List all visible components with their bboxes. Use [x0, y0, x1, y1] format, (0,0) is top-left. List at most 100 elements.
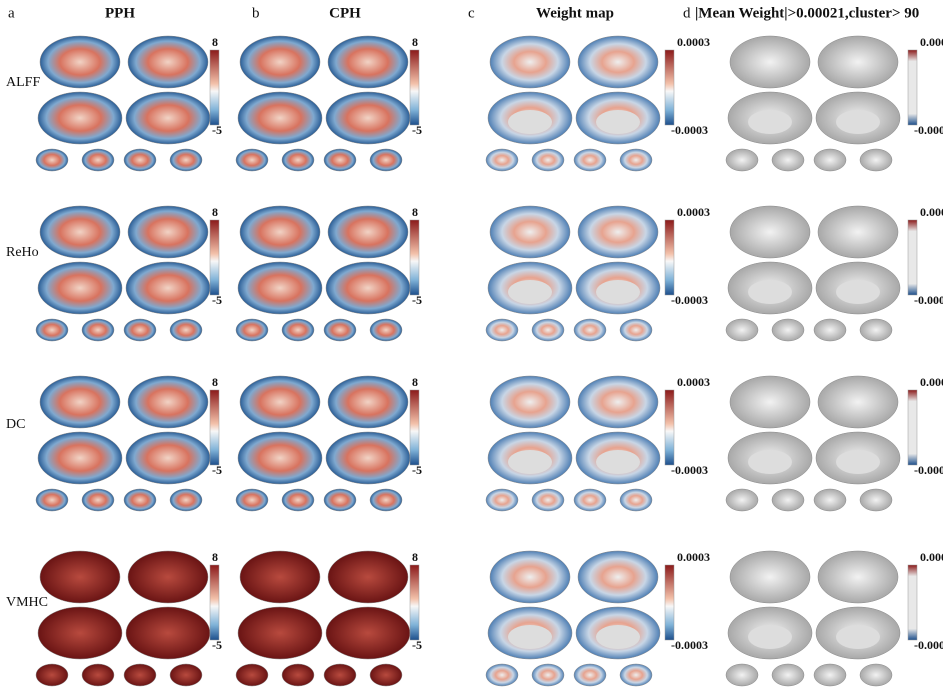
cerebellum-view [235, 663, 269, 687]
brain-view [37, 91, 123, 145]
panel-title: PPH [105, 5, 135, 21]
cerebellum-view [859, 663, 893, 687]
brain-view [239, 205, 321, 259]
colorbar-max: 0.0003 [920, 35, 943, 49]
brain-view [237, 261, 323, 315]
brain-view [127, 550, 209, 604]
colorbar-max: 8 [412, 35, 418, 49]
colorbar-min: -5 [212, 463, 222, 477]
cerebellum-view [281, 488, 315, 512]
medial-wall [748, 450, 792, 474]
medial-wall [836, 280, 880, 304]
colorbar-max: 8 [212, 375, 218, 389]
brain-view [39, 375, 121, 429]
brain-view [127, 205, 209, 259]
cerebellum-view [123, 663, 157, 687]
colorbar-min: -0.0003 [914, 123, 943, 137]
cerebellum-view [813, 148, 847, 172]
cerebellum-view [369, 488, 403, 512]
brain-view [489, 375, 571, 429]
cerebellum-view [281, 148, 315, 172]
cerebellum-view [235, 148, 269, 172]
medial-wall [836, 110, 880, 134]
cerebellum-view [573, 148, 607, 172]
medial-wall [836, 625, 880, 649]
cerebellum-view [531, 488, 565, 512]
brain-view [577, 205, 659, 259]
colorbar-max: 0.0003 [677, 205, 710, 219]
cerebellum-view [771, 663, 805, 687]
cerebellum-view [619, 318, 653, 342]
colorbar-max: 0.0003 [920, 550, 943, 564]
cerebellum-view [725, 318, 759, 342]
colorbar-min: -0.0003 [671, 638, 708, 652]
cerebellum-view [771, 488, 805, 512]
brain-view [327, 35, 409, 89]
medial-wall [508, 450, 552, 474]
colorbar [209, 219, 220, 296]
colorbar-max: 0.0003 [920, 375, 943, 389]
colorbar [209, 564, 220, 641]
cerebellum-view [619, 488, 653, 512]
cerebellum-view [485, 663, 519, 687]
brain-view [239, 375, 321, 429]
brain-view [577, 35, 659, 89]
brain-view [127, 35, 209, 89]
colorbar-min: -0.0003 [914, 638, 943, 652]
cerebellum-view [859, 148, 893, 172]
panel-title: Weight map [536, 5, 614, 21]
brain-view [325, 91, 411, 145]
cerebellum-view [323, 318, 357, 342]
medial-wall [596, 450, 640, 474]
brain-view [39, 205, 121, 259]
colorbar [664, 49, 675, 126]
cerebellum-view [573, 318, 607, 342]
brain-view [127, 375, 209, 429]
colorbar [907, 564, 918, 641]
cerebellum-view [323, 148, 357, 172]
cerebellum-view [123, 318, 157, 342]
cerebellum-view [81, 488, 115, 512]
colorbar-min: -0.0003 [671, 293, 708, 307]
colorbar [409, 564, 420, 641]
colorbar-min: -5 [412, 123, 422, 137]
colorbar-max: 8 [212, 205, 218, 219]
brain-view [125, 261, 211, 315]
colorbar-min: -5 [412, 638, 422, 652]
cerebellum-view [813, 318, 847, 342]
cerebellum-view [813, 663, 847, 687]
medial-wall [748, 280, 792, 304]
cerebellum-view [619, 148, 653, 172]
colorbar-max: 0.0003 [677, 550, 710, 564]
cerebellum-view [35, 663, 69, 687]
cerebellum-view [813, 488, 847, 512]
cerebellum-view [725, 663, 759, 687]
cerebellum-view [235, 318, 269, 342]
colorbar [907, 49, 918, 126]
colorbar-max: 0.0003 [677, 35, 710, 49]
colorbar-max: 8 [412, 375, 418, 389]
cerebellum-view [281, 663, 315, 687]
medial-wall [596, 625, 640, 649]
cerebellum-view [169, 318, 203, 342]
colorbar-max: 0.0003 [920, 205, 943, 219]
brain-view [489, 35, 571, 89]
colorbar [664, 389, 675, 466]
cerebellum-view [725, 488, 759, 512]
cerebellum-view [369, 148, 403, 172]
brain-view [327, 205, 409, 259]
cerebellum-view [531, 148, 565, 172]
cerebellum-view [123, 148, 157, 172]
cerebellum-view [169, 663, 203, 687]
colorbar-max: 8 [412, 550, 418, 564]
cerebellum-view [81, 318, 115, 342]
brain-view [239, 550, 321, 604]
cerebellum-view [619, 663, 653, 687]
brain-view [577, 375, 659, 429]
medial-wall [508, 110, 552, 134]
cerebellum-view [369, 318, 403, 342]
row-label: ALFF [6, 75, 40, 90]
colorbar-max: 8 [212, 35, 218, 49]
cerebellum-view [281, 318, 315, 342]
